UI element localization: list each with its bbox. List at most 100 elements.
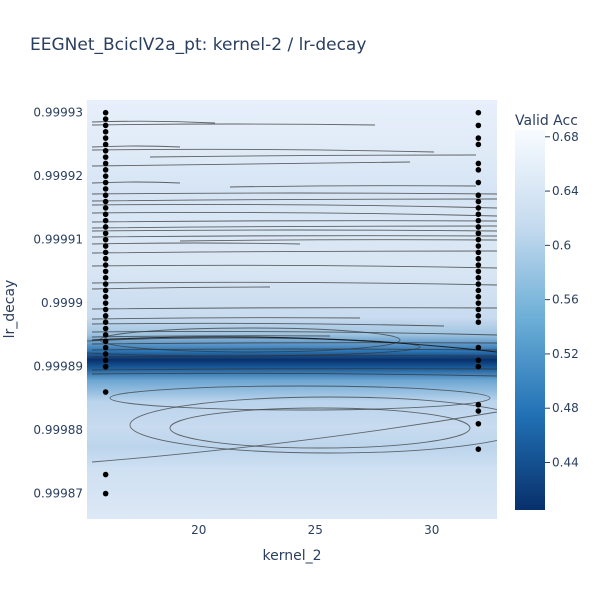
trial-point [475,262,482,268]
trial-point [102,198,109,205]
trial-point [102,306,109,313]
trial-point [102,294,109,300]
trial-point [102,147,109,154]
trial-point [475,109,482,116]
trial-point [475,217,482,224]
colorbar-tick-label: 0.48 [552,401,579,415]
trial-points [102,109,482,497]
trial-point [102,281,109,287]
contour-line [91,286,271,290]
trial-point [102,122,109,129]
trial-point [475,249,482,256]
y-axis: 0.99987 0.99988 0.99989 0.9999 0.99991 0.9999… [33,106,83,501]
contour-line [91,148,435,153]
trial-point [102,224,109,230]
trial-point [475,141,482,148]
trial-point [475,198,482,205]
trial-point [102,363,109,370]
colorbar-tick-label: 0.64 [552,184,579,198]
colorbar-tick-label: 0.68 [552,130,579,144]
trial-point [102,192,109,199]
contour-line [91,211,497,217]
chart-title: EEGNet_BciclV2a_pt: kernel-2 / lr-decay [30,35,366,55]
trial-point [475,408,482,414]
trial-point [102,338,109,345]
trial-point [102,313,109,319]
contour-lines [87,120,497,463]
contour-line [179,239,497,242]
trial-point [475,224,482,230]
trial-point [475,205,482,211]
trial-point [102,116,109,122]
trial-point [475,167,482,173]
trial-point [475,357,482,364]
contour-line [91,307,497,310]
colorbar-ticks: 0.44 0.48 0.52 0.56 0.6 0.64 0.68 [545,130,579,470]
trial-point [102,205,109,211]
contour-loop [129,396,497,454]
trial-point [475,236,482,243]
trial-point [102,490,109,497]
trial-point [102,471,109,478]
contour-line [91,220,497,223]
trial-point [102,135,109,141]
trial-point [475,446,482,452]
trial-point [475,122,482,129]
trial-point [475,230,482,237]
trial-point [102,179,109,186]
trial-point [102,236,109,243]
trial-point [102,249,109,256]
trial-point [102,287,109,294]
contour-line [91,342,497,345]
trial-point [475,274,482,281]
contour-line [91,335,331,338]
trial-point [102,332,109,338]
contour-line [91,198,497,202]
contour-line [91,123,376,126]
x-tick-label: 25 [308,523,323,537]
y-tick-label: 0.99991 [33,233,83,247]
trial-point [102,211,109,218]
trial-point [102,154,109,160]
trial-point [475,294,482,300]
y-tick-label: 0.99988 [33,423,83,437]
trial-point [102,128,109,135]
trial-point [475,192,482,199]
trial-point [475,344,482,351]
contour-line [91,192,497,195]
contour-line [91,242,301,245]
trial-point [475,287,482,294]
trial-point [102,217,109,224]
trial-point [102,325,109,332]
colorbar [515,130,545,510]
trial-point [102,300,109,306]
trial-point [102,243,109,249]
trial-point [475,300,482,306]
contour-loop [87,337,421,357]
contour-line [149,154,477,158]
trial-point [102,173,109,179]
colorbar-tick-label: 0.52 [552,347,579,361]
trial-point [102,160,109,167]
colorbar-tick-label: 0.6 [552,238,571,252]
contour-line [91,181,181,184]
trial-point [475,401,482,408]
trial-point [102,351,109,357]
trial-point [475,319,482,325]
trial-point [475,211,482,218]
colorbar-tick-label: 0.56 [552,293,579,307]
contour-line [229,185,477,188]
contour-line [91,250,497,254]
y-tick-label: 0.99987 [33,487,83,501]
y-axis-label: lr_decay [2,280,18,339]
trial-point [475,281,482,287]
colorbar-tick-label: 0.44 [552,456,579,470]
trial-point [475,420,482,427]
trial-point [102,141,109,148]
trial-point [102,274,109,281]
trial-point [475,306,482,313]
trial-point [102,262,109,268]
trial-point [102,109,109,116]
trial-point [475,160,482,167]
